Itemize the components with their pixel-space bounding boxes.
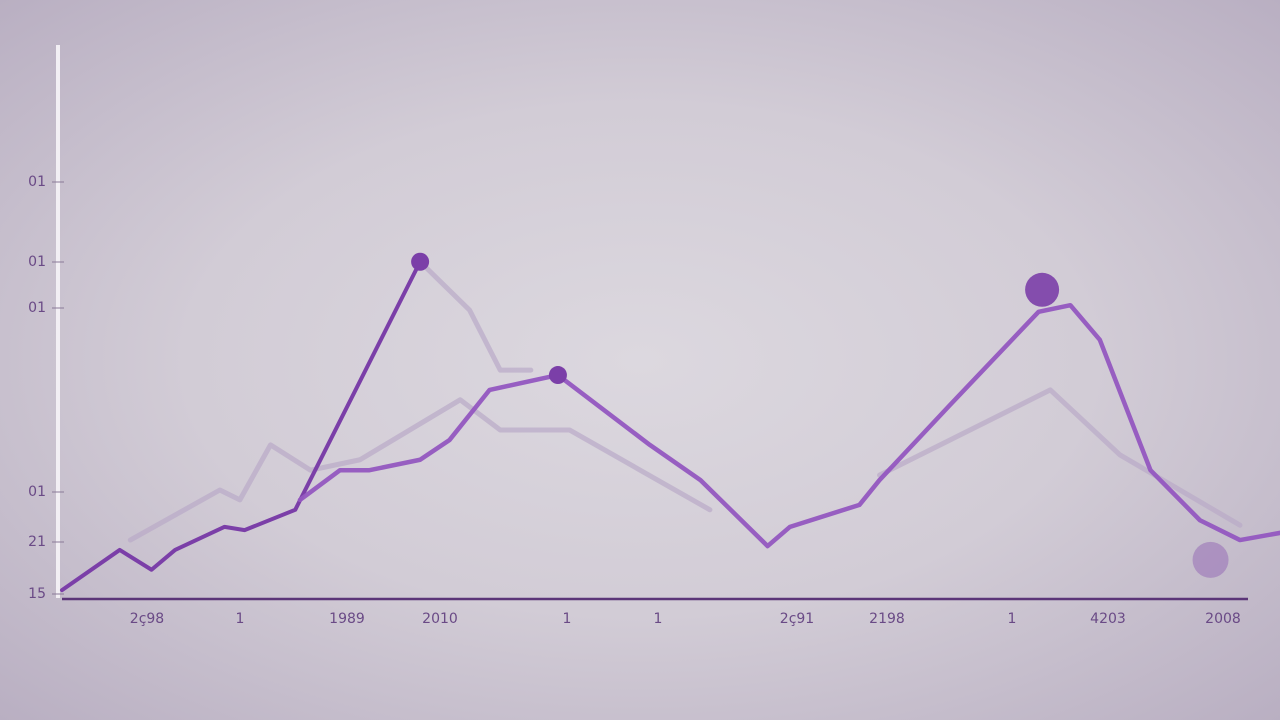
x-tick-label: 1 <box>1008 611 1017 627</box>
y-tick-label: 01 <box>28 300 46 316</box>
x-tick-label: 4203 <box>1090 611 1126 627</box>
x-tick-label: 2010 <box>422 611 458 627</box>
x-tick-label: 1 <box>236 611 245 627</box>
x-tick-label: 2008 <box>1205 611 1241 627</box>
x-tick-label: 1989 <box>329 611 365 627</box>
data-point-marker <box>1192 541 1229 578</box>
data-point-marker <box>548 366 567 385</box>
x-tick-label: 2ç98 <box>130 611 164 627</box>
y-tick-label: 21 <box>28 534 46 550</box>
series-line-3 <box>417 259 534 373</box>
series-line-0 <box>60 259 423 593</box>
series-line-1 <box>297 302 1280 549</box>
x-tick-label: 2198 <box>869 611 905 627</box>
x-tick-label: 1 <box>654 611 663 627</box>
y-tick-label: 01 <box>28 254 46 270</box>
y-tick-label: 15 <box>28 586 46 602</box>
x-tick-label: 2ç91 <box>780 611 814 627</box>
series-line-4 <box>877 387 1243 528</box>
series-line-2 <box>127 397 713 543</box>
data-point-marker <box>411 252 430 271</box>
x-tick-label: 1 <box>563 611 572 627</box>
data-point-marker <box>1025 272 1060 307</box>
y-tick-label: 01 <box>28 484 46 500</box>
y-tick-label: 01 <box>28 174 46 190</box>
